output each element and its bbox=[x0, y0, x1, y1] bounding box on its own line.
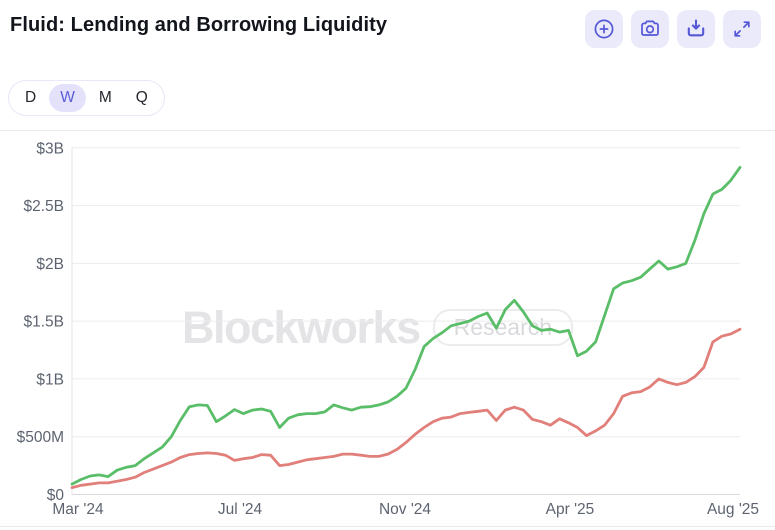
y-axis-tick-label: $2.5B bbox=[23, 198, 64, 215]
x-axis-tick-label: Jul '24 bbox=[218, 501, 263, 518]
circle-plus-icon bbox=[594, 19, 614, 39]
chart-toolbar bbox=[585, 10, 761, 48]
interval-tab-w[interactable]: W bbox=[49, 84, 86, 112]
y-axis-tick-label: $1.5B bbox=[23, 314, 64, 331]
x-axis-tick-label: Aug '25 bbox=[707, 501, 759, 518]
y-axis-tick-label: $2B bbox=[36, 256, 64, 273]
expand-arrows-icon bbox=[734, 21, 750, 37]
page-title: Fluid: Lending and Borrowing Liquidity bbox=[10, 14, 388, 36]
y-axis-tick-label: $0 bbox=[47, 487, 65, 504]
camera-icon bbox=[641, 20, 659, 36]
watermark: Blockworks Research bbox=[182, 302, 574, 353]
x-axis-tick-label: Apr '25 bbox=[546, 501, 595, 518]
interval-tab-q[interactable]: Q bbox=[125, 84, 159, 112]
x-axis-tick-label: Mar '24 bbox=[52, 501, 104, 518]
interval-tab-m[interactable]: M bbox=[88, 84, 123, 112]
x-axis-tick-label: Nov '24 bbox=[379, 501, 431, 518]
zoom-in-button[interactable] bbox=[585, 10, 623, 48]
chart-line-green[interactable] bbox=[70, 166, 742, 486]
snapshot-button[interactable] bbox=[631, 10, 669, 48]
y-axis-tick-label: $1B bbox=[36, 371, 64, 388]
download-tray-icon bbox=[687, 19, 705, 37]
line-chart-svg[interactable]: $0 $500M $1B $1.5B $2B $2.5B $3B Mar '24 Jul '24… bbox=[0, 131, 775, 528]
chart-line-red[interactable] bbox=[70, 327, 742, 490]
y-axis-tick-label: $500M bbox=[17, 429, 64, 446]
y-axis-tick-label: $3B bbox=[36, 140, 64, 157]
interval-tab-d[interactable]: D bbox=[14, 84, 47, 112]
download-button[interactable] bbox=[677, 10, 715, 48]
chart-area[interactable]: Blockworks Research $0 $500M $1B $1.5B $2B $2… bbox=[0, 130, 775, 527]
fullscreen-button[interactable] bbox=[723, 10, 761, 48]
watermark-brand: Blockworks bbox=[182, 302, 421, 353]
